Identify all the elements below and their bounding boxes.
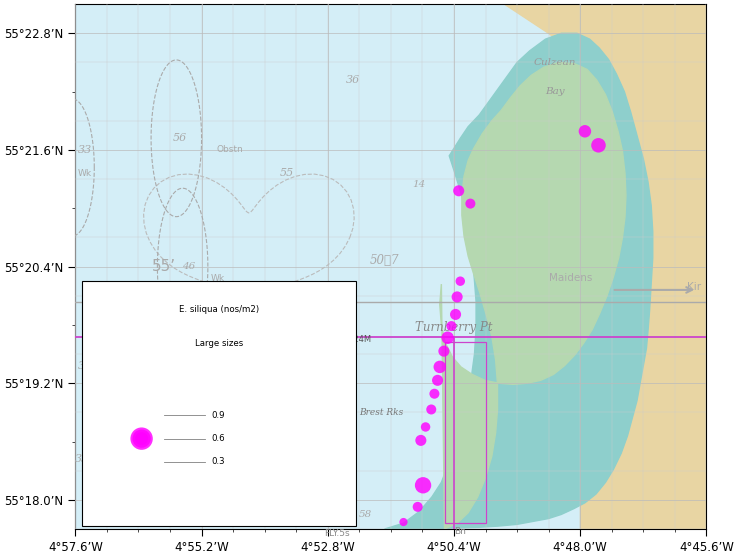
Text: 50‧7: 50‧7: [370, 254, 399, 267]
Polygon shape: [440, 62, 626, 529]
Text: 56: 56: [173, 133, 187, 143]
Text: 0.9: 0.9: [211, 411, 224, 420]
Text: Kir: Kir: [687, 282, 701, 292]
Point: [136, 434, 148, 443]
Text: 33: 33: [75, 454, 89, 464]
Text: 46: 46: [182, 262, 196, 271]
Polygon shape: [580, 4, 706, 529]
Text: Wk: Wk: [154, 379, 168, 388]
FancyBboxPatch shape: [82, 281, 356, 526]
Point: [136, 434, 148, 443]
Text: Large sizes: Large sizes: [195, 339, 243, 349]
Text: FLY.5s: FLY.5s: [325, 529, 350, 538]
Point: [455, 277, 466, 286]
Text: 58: 58: [359, 510, 372, 519]
Point: [442, 333, 454, 342]
Text: 0.6: 0.6: [211, 434, 224, 443]
Text: 16: 16: [334, 478, 348, 487]
Point: [432, 376, 444, 385]
Polygon shape: [468, 4, 706, 529]
Point: [446, 321, 458, 330]
Point: [425, 405, 437, 414]
Text: Maidens: Maidens: [549, 273, 593, 283]
Text: 33: 33: [77, 145, 92, 155]
Text: 36: 36: [346, 75, 360, 85]
Text: 0.3: 0.3: [211, 458, 224, 466]
Text: E. siliqua (nos/m2): E. siliqua (nos/m2): [179, 305, 259, 314]
Point: [593, 141, 604, 150]
Text: Obstn: Obstn: [216, 146, 244, 155]
Text: 55: 55: [280, 169, 294, 179]
Point: [136, 434, 148, 443]
Text: Fl.15s29m24M: Fl.15s29m24M: [310, 335, 371, 344]
Text: 55’: 55’: [151, 259, 176, 274]
Point: [464, 199, 476, 208]
Bar: [444, 343, 486, 523]
Polygon shape: [384, 33, 652, 529]
Point: [449, 310, 461, 319]
Point: [434, 363, 446, 372]
Text: Turnberry Pt: Turnberry Pt: [415, 321, 493, 334]
Text: Culzean: Culzean: [534, 58, 576, 67]
Text: 40: 40: [119, 367, 133, 377]
Point: [438, 347, 449, 355]
Text: Wk: Wk: [210, 274, 224, 283]
Text: R.M.: R.M.: [199, 501, 217, 510]
Text: 33: 33: [77, 360, 92, 371]
Point: [417, 481, 429, 490]
Point: [420, 422, 432, 431]
Text: 38: 38: [238, 436, 253, 446]
Text: Bay: Bay: [545, 87, 565, 96]
Point: [398, 518, 410, 527]
Point: [415, 436, 427, 445]
Point: [412, 502, 424, 511]
Text: 14: 14: [413, 180, 426, 190]
Text: Wk: Wk: [77, 169, 92, 178]
Point: [453, 186, 465, 195]
Text: 2199: 2199: [252, 365, 302, 384]
Text: Bn: Bn: [455, 527, 466, 536]
Text: Brest Rks: Brest Rks: [359, 408, 404, 417]
Polygon shape: [75, 4, 454, 529]
Point: [451, 292, 463, 301]
Point: [429, 389, 441, 398]
Point: [579, 127, 591, 136]
